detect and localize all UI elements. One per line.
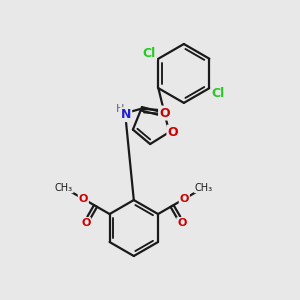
Text: H: H <box>116 104 124 114</box>
Text: CH₃: CH₃ <box>195 183 213 193</box>
Text: O: O <box>180 194 189 204</box>
Text: O: O <box>81 218 90 228</box>
Text: O: O <box>159 106 170 119</box>
Text: Cl: Cl <box>212 87 225 100</box>
Text: O: O <box>177 218 187 228</box>
Text: O: O <box>79 194 88 204</box>
Text: O: O <box>167 126 178 139</box>
Text: N: N <box>121 108 131 121</box>
Text: Cl: Cl <box>143 47 156 60</box>
Text: CH₃: CH₃ <box>55 183 73 193</box>
